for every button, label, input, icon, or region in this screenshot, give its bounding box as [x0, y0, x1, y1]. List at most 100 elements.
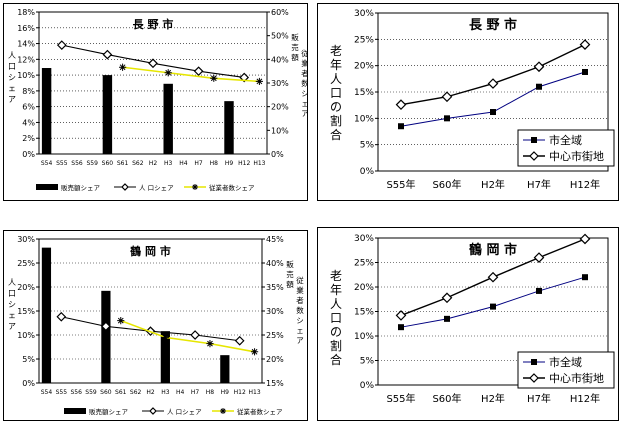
left-axis-label-char: ア [8, 95, 16, 104]
city-whole-point [536, 287, 542, 294]
right-axis-label-sales-char: 額 [286, 279, 294, 289]
right-axis-label-sales-char: 売 [291, 42, 299, 52]
legend-label-city-whole: 市全域 [549, 355, 582, 369]
x-tick-label: S54 [41, 389, 53, 396]
left-axis-label-char: 口 [8, 62, 16, 71]
left-tick-label: 30% [17, 235, 35, 244]
y-axis-label-char: 口 [330, 86, 342, 100]
x-tick-label: S59 [86, 160, 98, 167]
chart-title: 鶴 岡 市 [469, 242, 517, 258]
legend-swatch-sales [36, 184, 58, 190]
left-axis-label-char: シ [8, 73, 16, 82]
x-tick-label: S62 [130, 389, 142, 396]
legend-marker-city-center [529, 373, 539, 383]
bar-sales-share [163, 83, 173, 154]
left-tick-label: 0% [22, 150, 35, 159]
x-tick-label: H9 [221, 389, 230, 396]
x-tick-label: H12 [238, 160, 250, 167]
population-share-point [190, 330, 200, 340]
y-tick-label: 5% [360, 357, 375, 367]
population-share-point [56, 311, 67, 322]
employee-share-line [122, 66, 260, 83]
right-axis-label-employees-char: 数 [296, 305, 304, 315]
city-whole-point [444, 115, 450, 122]
left-tick-label: 18% [17, 8, 35, 17]
left-tick-label: 6% [22, 103, 35, 112]
right-tick-label: 0% [271, 150, 284, 159]
x-tick-label: S60 [102, 160, 114, 167]
x-tick-label: H2年 [481, 178, 505, 191]
y-axis-label-char: 合 [330, 127, 342, 142]
employee-share-point [206, 340, 214, 348]
right-axis-label-sales-char: 販 [291, 32, 299, 42]
x-tick-label: S60 [100, 389, 112, 396]
y-axis-label-char: 割 [330, 338, 342, 353]
left-tick-label: 4% [22, 118, 35, 127]
left-tick-label: 15% [17, 307, 35, 316]
right-axis-label-employees-char: ェ [301, 99, 307, 108]
y-tick-label: 10% [354, 114, 374, 124]
city-center-point [487, 78, 499, 89]
right-axis-label-employees-char: ア [301, 109, 307, 118]
right-axis-label-employees-char: 者 [296, 296, 304, 305]
right-axis-label-employees-char: 従 [301, 48, 307, 58]
employee-share-point [161, 333, 169, 341]
x-tick-label: H2年 [481, 392, 505, 405]
x-tick-label: S55 [56, 160, 68, 167]
right-axis-label-sales-char: 額 [291, 52, 299, 62]
left-tick-label: 14% [17, 40, 35, 49]
right-tick-label: 40% [271, 55, 289, 64]
employee-share-line [120, 319, 255, 353]
right-tick-label: 60% [271, 8, 289, 17]
city-center-point [395, 310, 407, 321]
right-axis-label-employees-char: シ [301, 89, 307, 98]
x-tick-label: S60年 [432, 178, 461, 191]
y-tick-label: 15% [354, 308, 374, 318]
legend-label-city-center: 中心市街地 [549, 149, 604, 163]
right-axis-label-sales: 販売額 [291, 32, 299, 62]
x-tick-label: S56 [70, 389, 82, 396]
y-axis-label-char: 年 [330, 283, 342, 297]
legend-label-city-center: 中心市街地 [549, 371, 604, 385]
legend-label-sales: 販売額シェア [61, 183, 101, 192]
right-axis-label-employees-char: ェ [296, 326, 304, 335]
left-tick-label: 12% [17, 55, 35, 64]
legend-marker-city-whole [531, 137, 537, 143]
right-axis-label-employees-char: 数 [301, 78, 307, 88]
y-tick-label: 5% [360, 141, 375, 151]
right-axis-label-employees-char: ア [296, 336, 304, 345]
chart-title: 長 野 市 [133, 17, 174, 31]
bar-sales-share [101, 290, 111, 383]
right-axis-label-employees: 従業者数シェア [296, 275, 304, 345]
legend-label-employees: 従業者数シェア [237, 407, 283, 416]
x-tick-label: H2 [146, 389, 155, 396]
city-whole-point [582, 68, 588, 75]
chart-title: 長 野 市 [469, 17, 517, 33]
y-axis-label-char: 人 [330, 72, 342, 86]
left-axis-label-char: 人 [8, 278, 16, 287]
right-tick-label: 20% [271, 103, 289, 112]
x-tick-label: H13 [248, 389, 260, 396]
city-whole-line [400, 276, 586, 328]
right-tick-label: 35% [266, 283, 284, 292]
right-tick-label: 30% [266, 307, 284, 316]
city-whole-point [398, 123, 404, 130]
right-axis-label-sales-char: 販 [286, 259, 294, 269]
y-tick-label: 25% [354, 35, 374, 45]
chart-panel-nagano-aging: 0% 5% 10% 15% 20% 25% 30% S55年 S60年 H2年 H7年 H12年 長 野… [317, 3, 619, 201]
right-axis-label-employees-char: 者 [301, 69, 307, 78]
city-whole-point [398, 324, 404, 331]
x-tick-label: S61 [115, 389, 127, 396]
left-tick-label: 10% [17, 331, 35, 340]
x-tick-label: S55年 [386, 178, 415, 191]
bar-sales-share [224, 101, 234, 154]
x-tick-label: H2 [149, 160, 158, 167]
right-tick-label: 25% [266, 331, 284, 340]
legend-label-employees: 従業者数シェア [209, 183, 255, 192]
x-tick-label: S56 [71, 160, 83, 167]
left-tick-label: 20% [17, 283, 35, 292]
left-tick-label: 5% [22, 355, 35, 364]
right-axis-label-employees-char: 業 [301, 58, 307, 68]
left-tick-label: 10% [17, 71, 35, 80]
y-tick-label: 20% [354, 283, 374, 293]
